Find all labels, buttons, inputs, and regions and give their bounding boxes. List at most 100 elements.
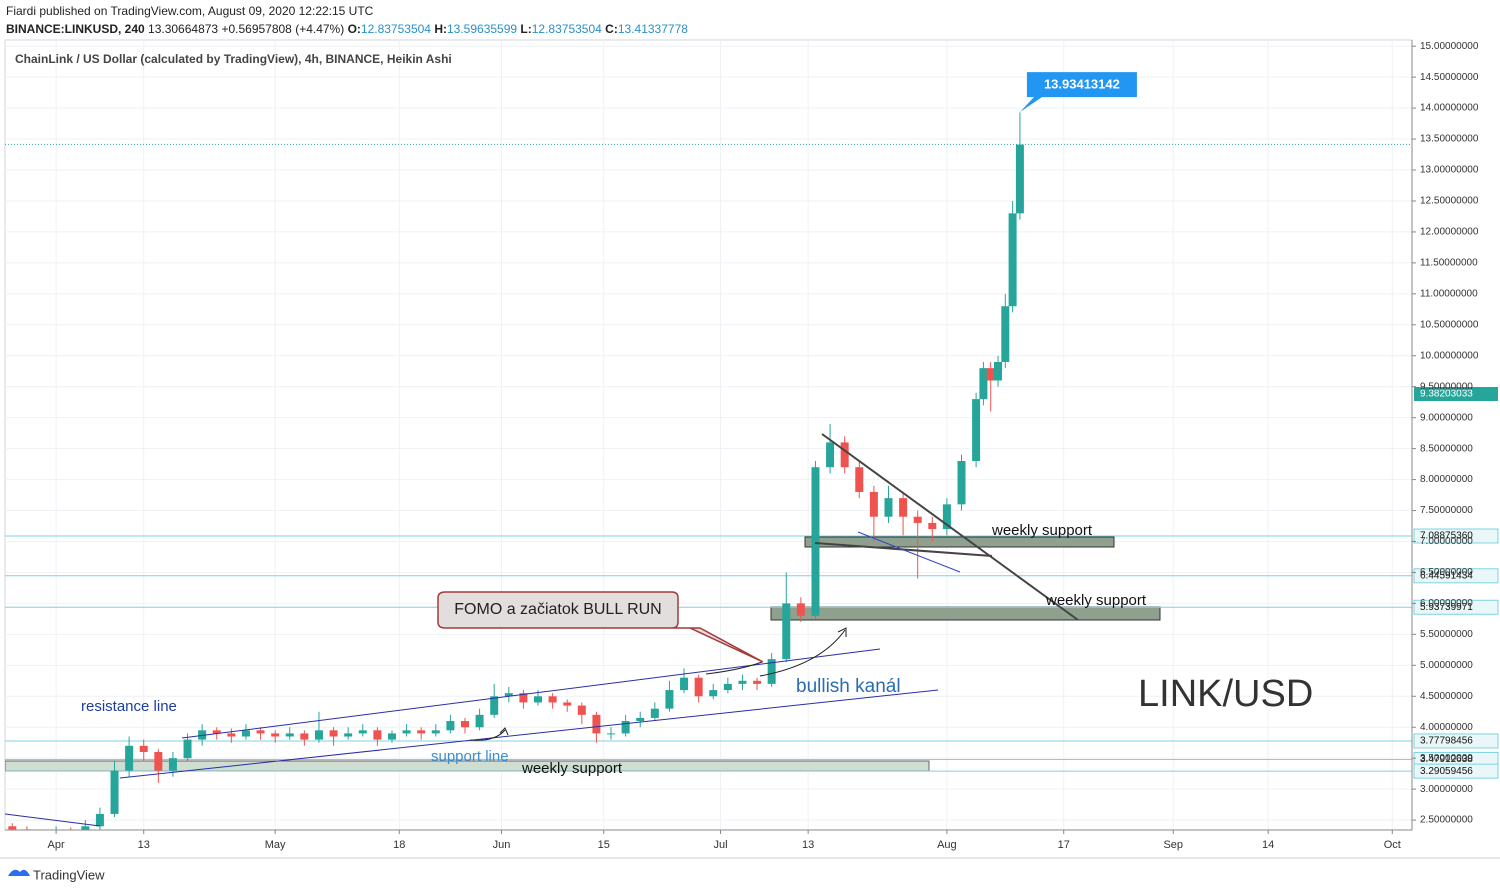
chart-title: ChainLink / US Dollar (calculated by Tra… — [15, 52, 452, 66]
level-tag-label: 3.77798456 — [1420, 736, 1473, 747]
ohlc-value: 12.83753504 — [532, 22, 602, 36]
candle-body — [986, 368, 995, 381]
candle-body — [344, 733, 353, 737]
price-tag-label: 9.38203033 — [1420, 389, 1473, 400]
ohlc-value: 13.59635599 — [447, 22, 517, 36]
candle-body — [504, 693, 513, 697]
footer-brand: TradingView — [33, 867, 105, 882]
ohlc-label: L: — [520, 22, 531, 36]
y-tick-label: 9.00000000 — [1420, 412, 1473, 423]
candle-body — [1015, 144, 1024, 214]
level-tag — [1413, 599, 1499, 615]
candle-body — [738, 680, 747, 684]
candle-body — [373, 730, 382, 740]
candle-body — [972, 399, 981, 462]
level-tag — [1413, 568, 1499, 584]
candle-body — [753, 680, 762, 684]
candle-body — [563, 702, 572, 706]
trend-line — [181, 648, 881, 739]
candle-body — [519, 693, 528, 703]
y-tick-label: 6.50000000 — [1420, 567, 1473, 578]
high-callout-label: 13.93413142 — [1044, 77, 1120, 92]
candle-body — [154, 751, 163, 771]
x-tick-label: Apr — [48, 839, 65, 851]
candle-body — [387, 733, 396, 740]
x-tick-label: 17 — [1058, 839, 1070, 851]
candle-body — [709, 690, 718, 697]
last: 13.30664873 — [148, 22, 218, 36]
candle-body — [446, 721, 455, 731]
candle-body — [548, 696, 557, 703]
x-tick-label: Aug — [937, 839, 957, 851]
candle-body — [723, 683, 732, 691]
annotation: weekly support — [1045, 592, 1147, 609]
candle-body — [592, 714, 601, 734]
y-tick-label: 8.50000000 — [1420, 443, 1473, 454]
y-tick-label: 5.00000000 — [1420, 660, 1473, 671]
candle-body — [475, 714, 484, 728]
symbol: BINANCE:LINKUSD, 240 — [6, 22, 145, 36]
candle-body — [431, 730, 440, 734]
ohlc-label: O: — [348, 22, 361, 36]
candle-body — [928, 522, 937, 530]
candle-body — [329, 730, 338, 737]
callout-box — [437, 591, 764, 663]
y-tick-label: 11.50000000 — [1420, 258, 1478, 269]
candle-body — [607, 733, 616, 735]
y-tick-label: 10.50000000 — [1420, 319, 1479, 330]
candle-body — [621, 721, 630, 734]
trend-line — [119, 689, 939, 779]
annotation: support line — [431, 748, 509, 765]
annotation: weekly support — [991, 522, 1093, 539]
trend-line — [821, 433, 1079, 621]
candle-body — [942, 504, 951, 530]
candle-body — [241, 730, 250, 737]
arrow — [759, 627, 847, 677]
y-tick-label: 8.00000000 — [1420, 474, 1473, 485]
x-tick-label: 15 — [598, 839, 610, 851]
y-tick-label: 12.00000000 — [1420, 227, 1479, 238]
candle-body — [256, 730, 265, 734]
y-tick-label: 4.50000000 — [1420, 691, 1473, 702]
y-tick-label: 10.00000000 — [1420, 350, 1479, 361]
candle-body — [782, 603, 791, 660]
candle-body — [490, 696, 499, 715]
candle-body — [110, 770, 119, 814]
candle-body — [8, 826, 17, 830]
x-tick-label: 14 — [1262, 839, 1274, 851]
x-tick-label: 13 — [138, 839, 150, 851]
candle-body — [417, 730, 426, 734]
candle-body — [811, 467, 820, 616]
x-tick-label: May — [265, 839, 286, 851]
y-tick-label: 12.50000000 — [1420, 196, 1479, 207]
y-tick-label: 4.00000000 — [1420, 722, 1473, 733]
candle-body — [840, 442, 849, 468]
y-tick-label: 3.00000000 — [1420, 784, 1473, 795]
y-tick-label: 15.00000000 — [1420, 41, 1479, 52]
candle-body — [285, 733, 294, 737]
change: +0.56957808 (+4.47%) — [221, 22, 344, 36]
ohlc-value: 12.83753504 — [361, 22, 431, 36]
candle-body — [957, 461, 966, 505]
candle-body — [994, 361, 1003, 381]
candle-body — [1001, 306, 1010, 362]
x-tick-label: Jun — [493, 839, 511, 851]
candle-body — [300, 733, 309, 740]
ohlc-label: C: — [605, 22, 618, 36]
y-tick-label: 14.50000000 — [1420, 72, 1479, 83]
trend-line — [857, 531, 961, 573]
level-tag — [1413, 528, 1499, 544]
candle-body — [358, 730, 367, 734]
candle-body — [460, 721, 469, 728]
level-tag — [1413, 763, 1499, 779]
candle-body — [680, 677, 689, 691]
candle-body — [636, 717, 645, 722]
y-tick-label: 5.50000000 — [1420, 629, 1473, 640]
candle-body — [314, 730, 323, 740]
candle-body — [899, 498, 908, 517]
x-tick-label: Oct — [1384, 839, 1401, 851]
candle-body — [665, 690, 674, 709]
candle-body — [1008, 213, 1017, 307]
logo — [8, 869, 30, 876]
